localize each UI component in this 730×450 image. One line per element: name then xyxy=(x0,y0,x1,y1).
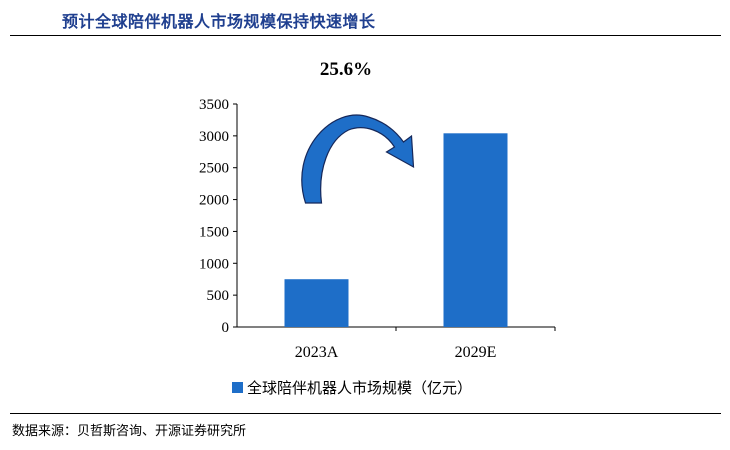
y-tick-label: 500 xyxy=(207,288,230,304)
y-tick-label: 2000 xyxy=(199,193,229,209)
chart-header-title: 预计全球陪伴机器人市场规模保持快速增长 xyxy=(62,12,376,31)
x-tick-label: 2023A xyxy=(295,344,339,361)
y-tick-label: 3000 xyxy=(199,129,229,145)
y-tick-label: 3500 xyxy=(199,97,229,113)
legend-label: 全球陪伴机器人市场规模（亿元） xyxy=(247,379,473,397)
growth-arrow-icon xyxy=(301,114,415,204)
source-note: 数据来源：贝哲斯咨询、开源证券研究所 xyxy=(12,424,247,439)
top-divider xyxy=(10,35,721,36)
x-tick-label: 2029E xyxy=(455,344,497,361)
bar-2023A xyxy=(284,279,349,327)
y-tick-label: 1000 xyxy=(199,256,229,272)
y-tick-label: 0 xyxy=(222,320,230,336)
growth-annotation: 25.6% xyxy=(320,59,372,80)
y-tick-label: 2500 xyxy=(199,161,229,177)
legend-swatch xyxy=(232,382,243,393)
bar-2029E xyxy=(443,133,508,327)
chart-legend: 全球陪伴机器人市场规模（亿元） xyxy=(232,377,472,398)
y-tick-label: 1500 xyxy=(199,224,229,240)
bottom-divider xyxy=(10,413,721,414)
